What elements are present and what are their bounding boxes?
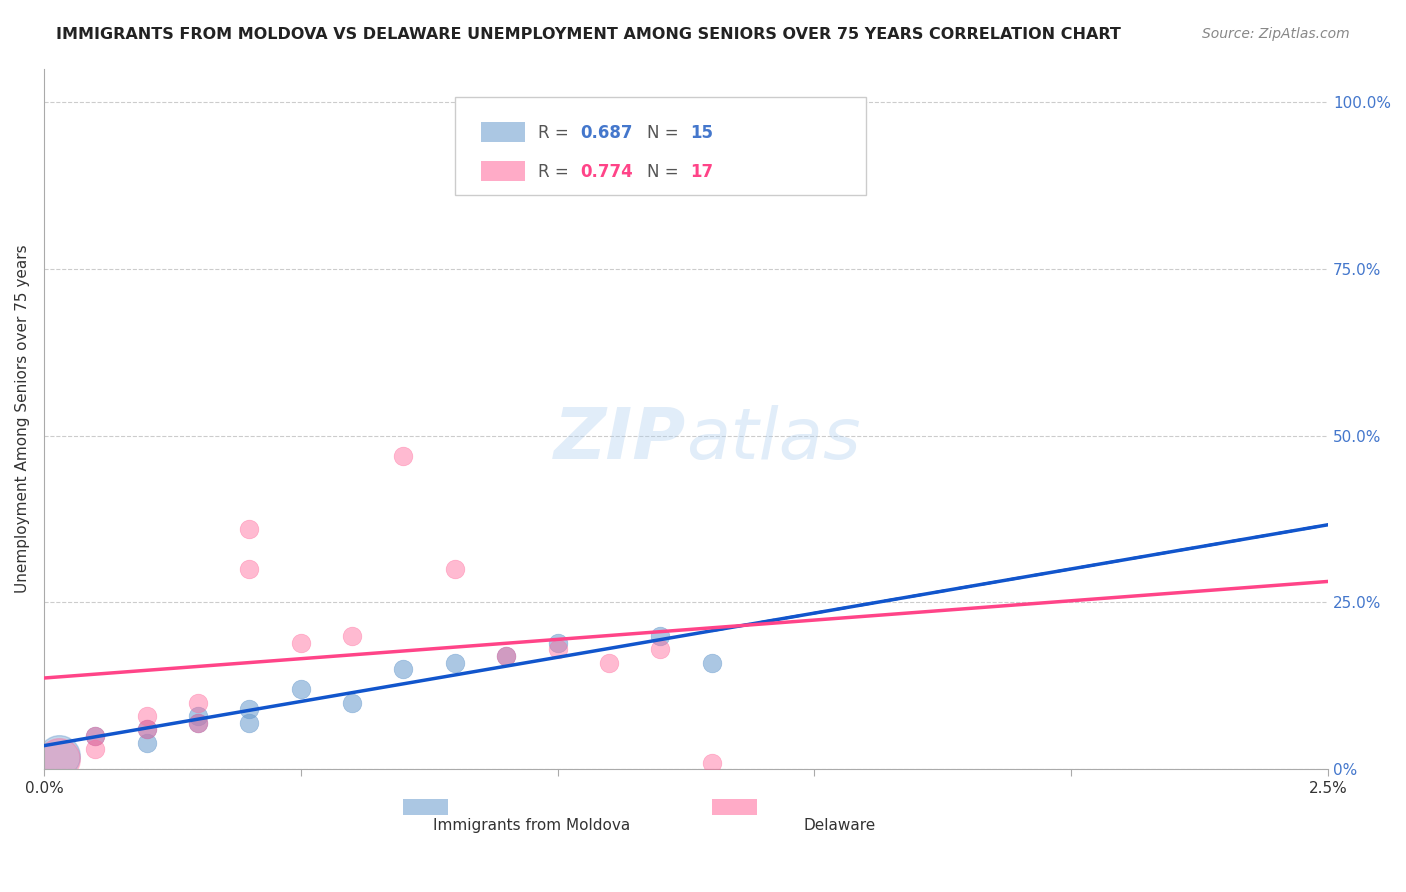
Point [700, 756, 723, 770]
Text: Delaware: Delaware [804, 818, 876, 833]
Text: R =: R = [538, 124, 574, 142]
Point [444, 562, 467, 576]
Text: N =: N = [648, 124, 685, 142]
Point [84, 742, 107, 756]
Point [495, 648, 517, 663]
FancyBboxPatch shape [404, 799, 449, 815]
Point [495, 648, 517, 663]
Point [187, 715, 209, 730]
Point [392, 449, 415, 463]
Text: R =: R = [538, 162, 574, 180]
FancyBboxPatch shape [481, 122, 526, 142]
Text: atlas: atlas [686, 406, 860, 475]
Point [187, 696, 209, 710]
Text: ZIP: ZIP [554, 406, 686, 475]
Point [135, 736, 157, 750]
Point [135, 723, 157, 737]
Text: 0.774: 0.774 [581, 162, 634, 180]
Point [392, 662, 415, 676]
Point [187, 715, 209, 730]
Point [84, 729, 107, 743]
Text: IMMIGRANTS FROM MOLDOVA VS DELAWARE UNEMPLOYMENT AMONG SENIORS OVER 75 YEARS COR: IMMIGRANTS FROM MOLDOVA VS DELAWARE UNEM… [56, 27, 1121, 42]
Point [135, 723, 157, 737]
Text: 15: 15 [690, 124, 713, 142]
Point [290, 635, 312, 649]
Text: Source: ZipAtlas.com: Source: ZipAtlas.com [1202, 27, 1350, 41]
Point [290, 682, 312, 697]
Point [187, 709, 209, 723]
Point [48, 752, 70, 766]
Point [598, 656, 620, 670]
Point [650, 642, 672, 657]
Point [340, 629, 363, 643]
Point [135, 709, 157, 723]
Point [48, 749, 70, 764]
Text: Immigrants from Moldova: Immigrants from Moldova [433, 818, 630, 833]
Point [238, 702, 260, 716]
FancyBboxPatch shape [456, 96, 866, 194]
Point [238, 522, 260, 536]
Point [700, 656, 723, 670]
Text: N =: N = [648, 162, 685, 180]
Point [238, 715, 260, 730]
Point [547, 642, 569, 657]
FancyBboxPatch shape [711, 799, 756, 815]
Text: 0.687: 0.687 [581, 124, 633, 142]
Point [84, 729, 107, 743]
Y-axis label: Unemployment Among Seniors over 75 years: Unemployment Among Seniors over 75 years [15, 244, 30, 593]
FancyBboxPatch shape [481, 161, 526, 181]
Point [547, 635, 569, 649]
Text: 17: 17 [690, 162, 713, 180]
Point [340, 696, 363, 710]
Point [444, 656, 467, 670]
Point [650, 629, 672, 643]
Point [238, 562, 260, 576]
